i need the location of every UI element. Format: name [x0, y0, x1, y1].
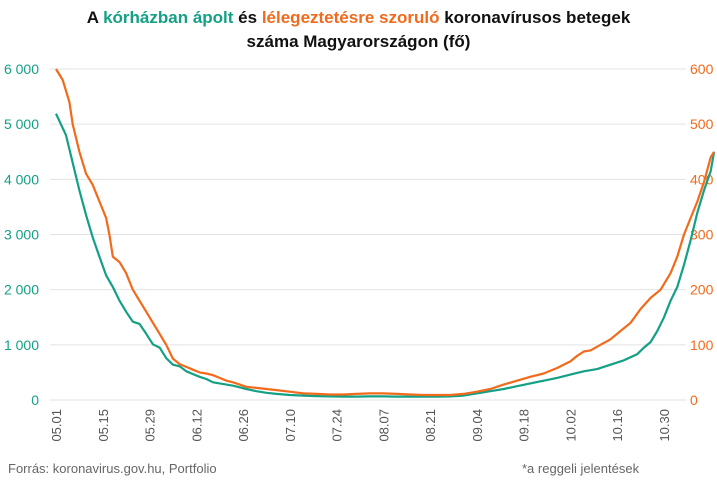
- title-hospital-phrase: kórházban ápolt: [103, 8, 234, 27]
- series-line-ventilator: [55, 68, 716, 397]
- x-tick-label: 08.21: [423, 409, 438, 442]
- chart-title-line-2: száma Magyarországon (fő): [246, 32, 471, 51]
- x-tick-label: 10.30: [657, 409, 672, 442]
- title-ventilator-phrase: lélegeztetésre szoruló: [261, 8, 440, 27]
- title-part-3: koronavírusos betegek: [444, 8, 631, 27]
- y-left-tick-label: 1 000: [4, 337, 39, 353]
- x-tick-label: 07.24: [330, 409, 345, 442]
- y-right-tick-label: 100: [690, 337, 714, 353]
- y-right-tick-label: 0: [690, 392, 698, 408]
- x-tick-label: 07.10: [283, 409, 298, 442]
- x-tick-label: 08.07: [376, 409, 391, 442]
- y-right-tick-label: 600: [690, 61, 714, 77]
- y-right-tick-label: 200: [690, 282, 714, 298]
- y-left-tick-label: 6 000: [4, 61, 39, 77]
- y-left-tick-label: 0: [31, 392, 39, 408]
- y-right-tick-label: 500: [690, 116, 714, 132]
- y-left-tick-label: 4 000: [4, 171, 39, 187]
- y-right-tick-label: 400: [690, 171, 714, 187]
- footnote: *a reggeli jelentések: [522, 461, 640, 476]
- title-part-2: és: [238, 8, 258, 27]
- title-part-1: A: [86, 8, 99, 27]
- x-tick-label: 10.02: [563, 409, 578, 442]
- chart-title: A kórházban ápolt és lélegeztetésre szor…: [0, 6, 717, 54]
- y-right-tick-label: 300: [690, 227, 714, 243]
- x-tick-label: 05.29: [143, 409, 158, 442]
- y-left-tick-label: 5 000: [4, 116, 39, 132]
- x-tick-label: 09.18: [517, 409, 532, 442]
- x-tick-label: 10.16: [610, 409, 625, 442]
- x-tick-label: 06.12: [189, 409, 204, 442]
- series-line-hospital: [55, 113, 716, 398]
- x-tick-label: 09.04: [470, 409, 485, 442]
- x-tick-label: 06.26: [236, 409, 251, 442]
- x-tick-label: 05.01: [49, 409, 64, 442]
- y-left-tick-label: 3 000: [4, 227, 39, 243]
- y-left-tick-label: 2 000: [4, 282, 39, 298]
- source-note: Forrás: koronavirus.gov.hu, Portfolio: [8, 461, 217, 476]
- chart-title-line-1: A kórházban ápolt és lélegeztetésre szor…: [0, 6, 717, 30]
- x-tick-label: 05.15: [96, 409, 111, 442]
